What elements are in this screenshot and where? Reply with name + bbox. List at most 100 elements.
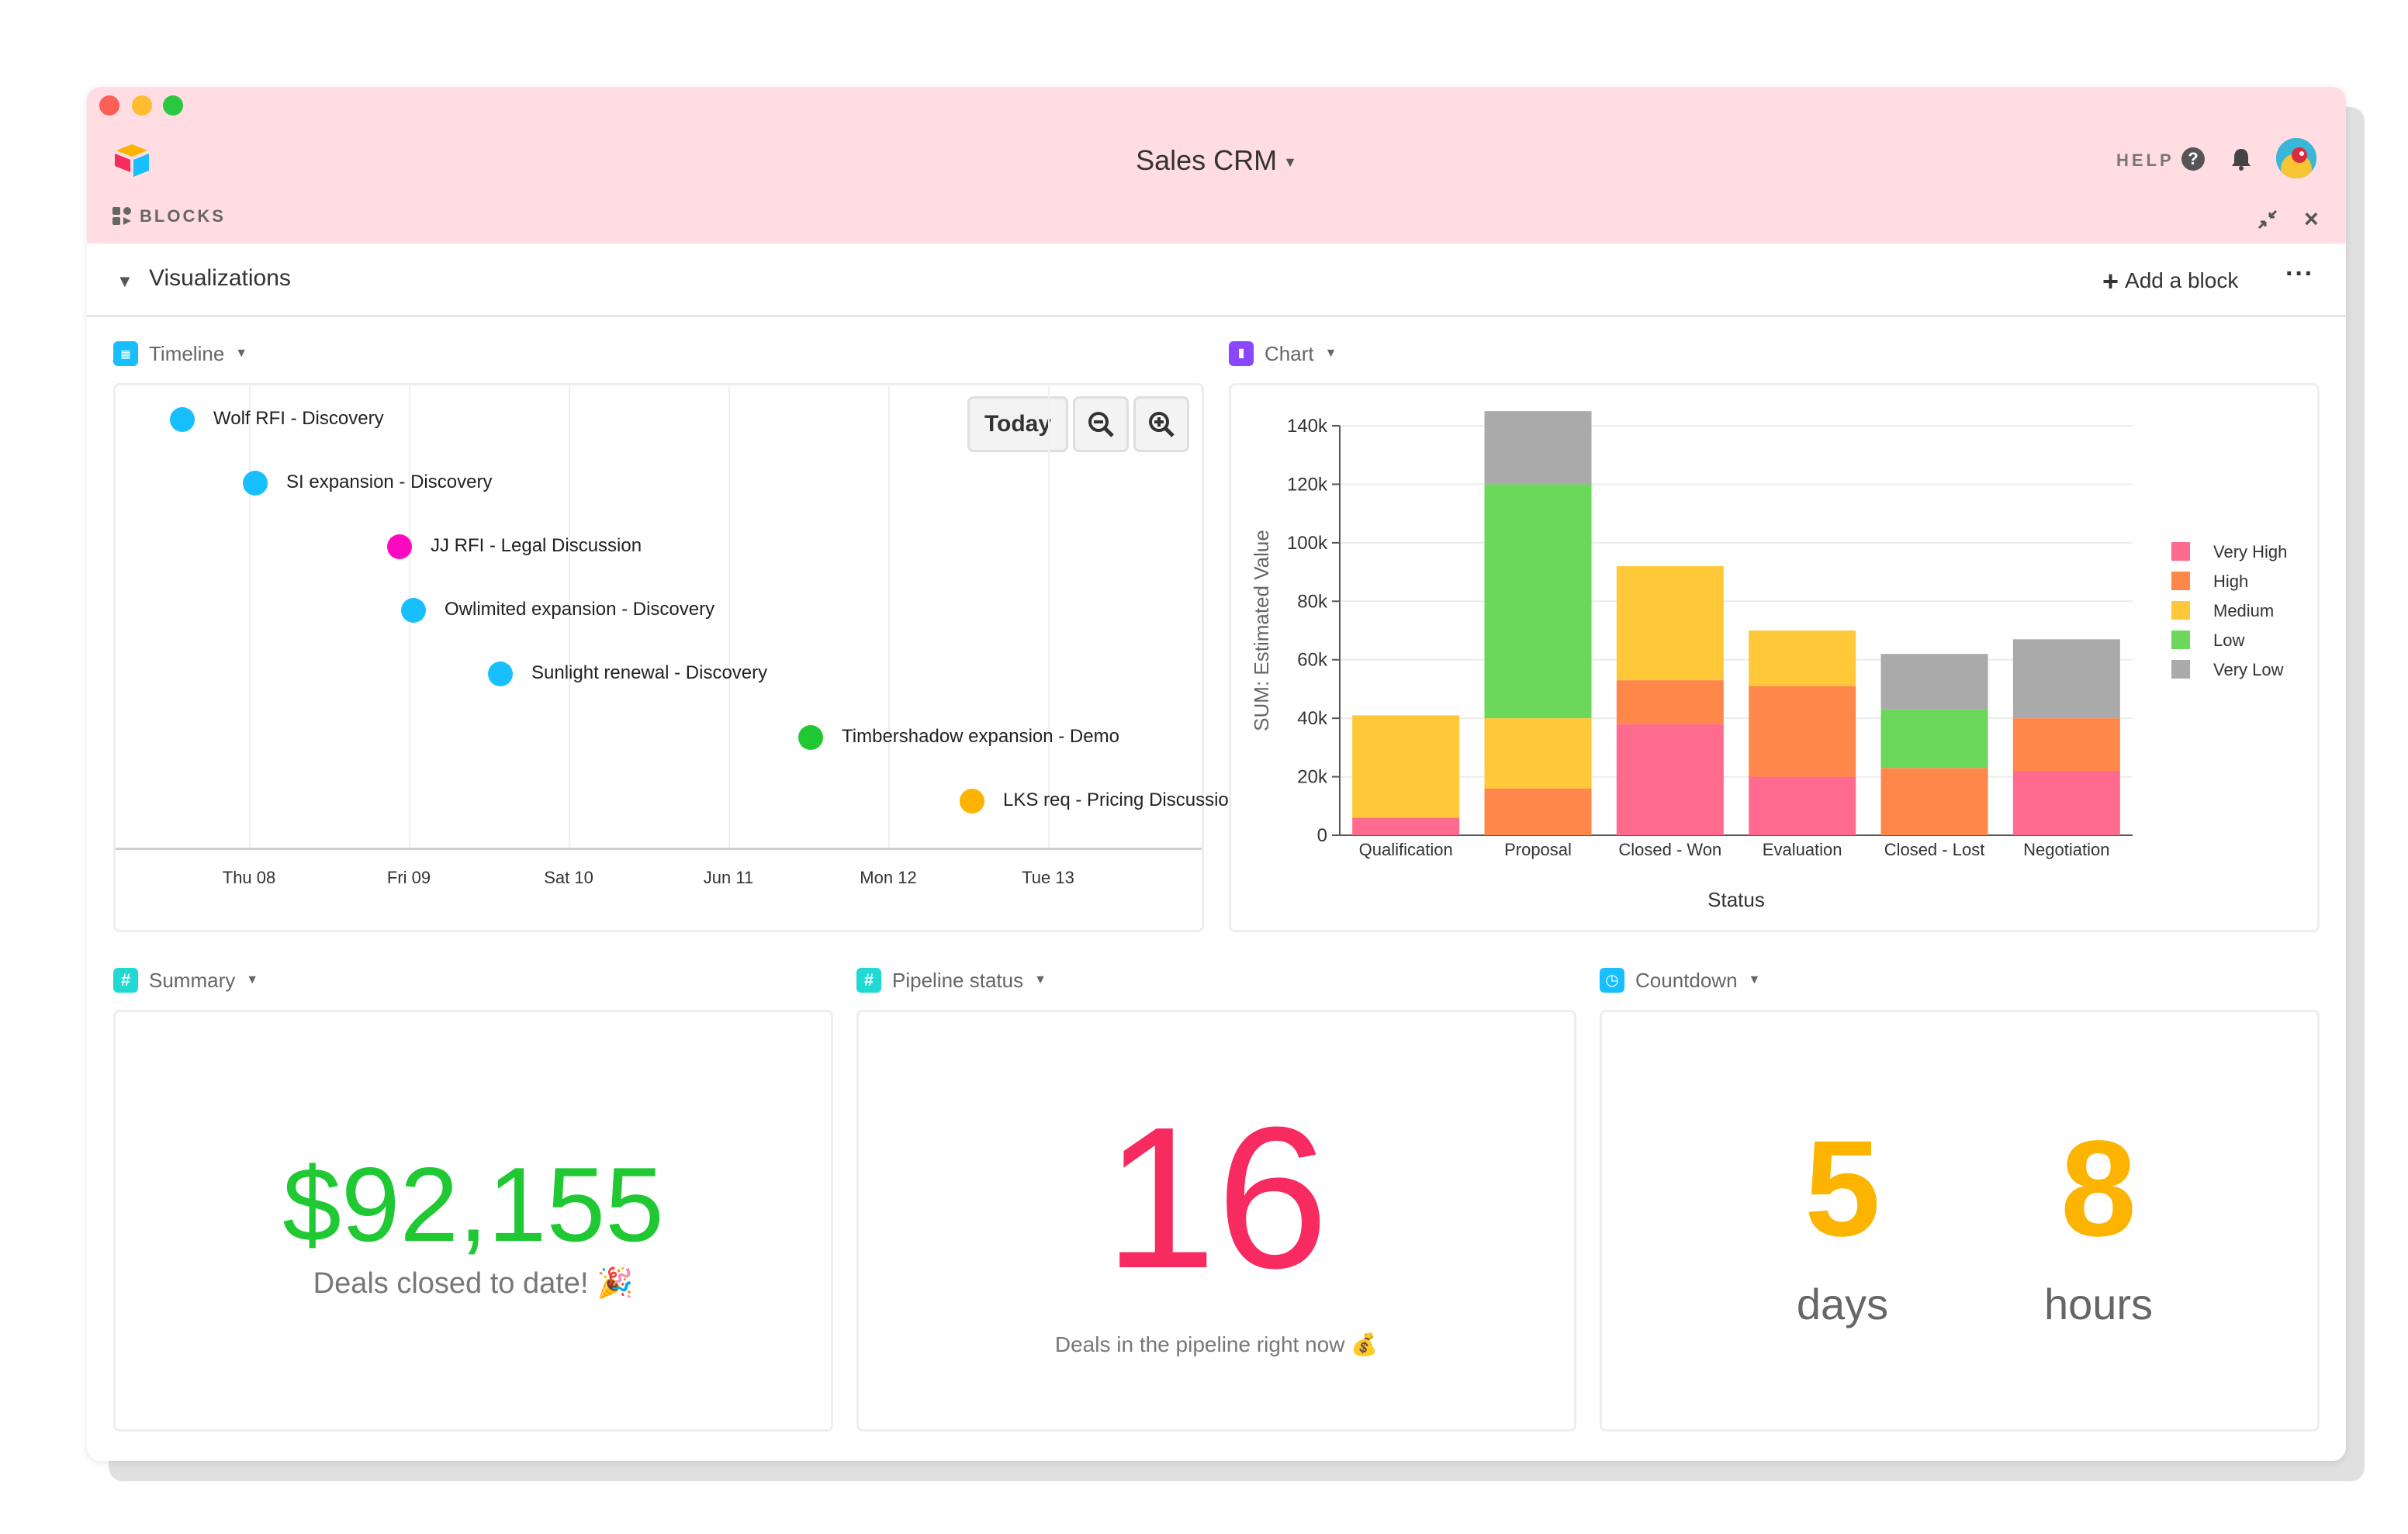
chevron-down-icon[interactable]: ▼ <box>1034 973 1047 986</box>
timeline-tick-label: Thu 08 <box>222 868 276 887</box>
timeline-event-label[interactable]: Wolf RFI - Discovery <box>213 408 384 429</box>
dashboard-title[interactable]: Visualizations <box>149 265 291 291</box>
timeline-panel: Today Thu 08 Fri 09 Sat 10 Jun 11 Mon 12 Tue … <box>113 383 1239 932</box>
pipeline-title[interactable]: Pipeline status <box>892 968 1024 992</box>
bell-icon[interactable] <box>2228 146 2254 172</box>
chart-title[interactable]: Chart <box>1265 341 1314 365</box>
chevron-down-icon[interactable]: ▼ <box>1748 973 1761 986</box>
collapse-icon[interactable] <box>2256 208 2279 231</box>
chevron-down-icon[interactable]: ▼ <box>246 973 259 986</box>
chart-y-tick-label: 140k <box>1287 416 1328 437</box>
chart-legend-label: Very High <box>2213 542 2287 561</box>
summary-caption: Deals closed to date! 🎉 <box>313 1267 634 1300</box>
chart-legend-label: High <box>2213 572 2248 591</box>
countdown-block-header[interactable]: ◷ Countdown ▼ <box>1600 968 1760 993</box>
chart-bar-segment <box>1880 654 1988 710</box>
more-options-icon[interactable]: ··· <box>2285 259 2314 288</box>
zoom-out-button[interactable] <box>1073 396 1129 452</box>
timeline-event-marker[interactable] <box>243 471 268 496</box>
collapse-caret-icon[interactable]: ▼ <box>116 271 133 291</box>
timeline-event-label[interactable]: JJ RFI - Legal Discussion <box>431 535 642 556</box>
timeline-event-label[interactable]: Timbershadow expansion - Demo <box>842 726 1119 747</box>
chart-legend-swatch <box>2171 660 2190 679</box>
clock-icon: ◷ <box>1600 968 1624 993</box>
timeline-event-marker[interactable] <box>798 725 823 750</box>
airtable-logo-icon[interactable] <box>113 143 150 177</box>
close-window-button[interactable] <box>99 95 119 116</box>
timeline-event-marker[interactable] <box>488 662 513 686</box>
pipeline-block-header[interactable]: # Pipeline status ▼ <box>856 968 1047 993</box>
timeline-event-marker[interactable] <box>170 407 195 432</box>
chart-block-header[interactable]: ▮ Chart ▼ <box>1229 341 1337 366</box>
today-button[interactable]: Today <box>967 396 1068 452</box>
title-bar: Sales CRM ▼ HELP ? BLOCKS <box>87 87 2346 244</box>
chart-y-tick-label: 80k <box>1297 591 1328 612</box>
help-icon[interactable]: ? <box>2181 147 2205 171</box>
timeline-title[interactable]: Timeline <box>149 341 225 365</box>
timeline-gridline <box>569 385 570 848</box>
summary-title[interactable]: Summary <box>149 968 236 992</box>
blocks-label: BLOCKS <box>112 206 226 226</box>
summary-block-header[interactable]: # Summary ▼ <box>113 968 258 993</box>
close-icon[interactable]: × <box>2304 205 2319 233</box>
bar-chart-icon: ▮ <box>1229 341 1254 366</box>
timeline-gridline <box>1048 385 1050 848</box>
timeline-icon: ▦ <box>113 341 138 366</box>
plus-icon: + <box>2102 265 2119 297</box>
chart-bar-segment <box>2012 718 2120 772</box>
countdown-title[interactable]: Countdown <box>1635 968 1738 992</box>
chart-y-tick-label: 100k <box>1287 533 1328 554</box>
blocks-label-text: BLOCKS <box>140 206 226 226</box>
chart-x-tick-label: Proposal <box>1504 840 1572 859</box>
timeline-event-label[interactable]: LKS req - Pricing Discussion <box>1003 789 1240 810</box>
timeline-event-label[interactable]: Owlimited expansion - Discovery <box>445 599 715 620</box>
chart-x-tick-label: Closed - Won <box>1618 840 1721 859</box>
timeline-event-label[interactable]: SI expansion - Discovery <box>286 472 493 492</box>
chart-y-tick-label: 120k <box>1287 474 1328 495</box>
chart-bar-segment <box>1484 718 1592 789</box>
user-avatar[interactable] <box>2276 138 2316 178</box>
summary-value: $92,155 <box>282 1145 664 1263</box>
chart-bar-segment <box>1616 680 1724 724</box>
chart-bar-segment <box>1352 715 1460 818</box>
chart-y-tick-label: 60k <box>1297 650 1328 671</box>
chart-x-tick-label: Qualification <box>1359 840 1453 859</box>
chart-bar-segment <box>1616 566 1724 681</box>
chart-bar-segment <box>1749 631 1856 686</box>
stacked-bar-chart: 0 20k 40k 60k 80k 100k 120k 140k Qualification Pr… <box>1250 411 2287 911</box>
chevron-down-icon[interactable]: ▼ <box>1324 347 1337 360</box>
help-label[interactable]: HELP <box>2116 150 2174 170</box>
chevron-down-icon[interactable]: ▼ <box>1283 154 1297 170</box>
timeline-event-label[interactable]: Sunlight renewal - Discovery <box>531 662 768 683</box>
pipeline-value: 16 <box>1104 1086 1329 1311</box>
zoom-in-button[interactable] <box>1133 396 1189 452</box>
base-title[interactable]: Sales CRM ▼ <box>87 144 2346 177</box>
minimize-window-button[interactable] <box>132 95 152 116</box>
chart-bar-segment <box>1880 709 1988 769</box>
chart-legend-label: Low <box>2213 631 2244 650</box>
timeline-event-marker[interactable] <box>387 534 412 559</box>
timeline-event-marker[interactable] <box>401 598 426 623</box>
chart-y-axis-title: SUM: Estimated Value <box>1250 530 1273 731</box>
countdown-hours-value: 8 <box>2060 1113 2136 1265</box>
add-block-button[interactable]: + Add a block <box>2102 265 2238 298</box>
timeline-block-header[interactable]: ▦ Timeline ▼ <box>113 341 247 366</box>
maximize-window-button[interactable] <box>163 95 183 116</box>
hash-icon: # <box>856 968 881 993</box>
timeline-event-marker[interactable] <box>960 789 984 814</box>
base-title-text[interactable]: Sales CRM <box>1136 144 1278 176</box>
chart-x-tick-label: Evaluation <box>1763 840 1842 859</box>
chart-panel: 0 20k 40k 60k 80k 100k 120k 140k Qualification Pr… <box>1229 383 2320 932</box>
chart-bar-segment <box>1484 484 1592 719</box>
chart-y-tick-label: 0 <box>1317 825 1327 846</box>
pipeline-panel: 16 Deals in the pipeline right now 💰 <box>856 1010 1576 1432</box>
timeline-tick-label: Jun 11 <box>703 868 754 887</box>
chevron-down-icon[interactable]: ▼ <box>235 347 248 360</box>
app-window: Sales CRM ▼ HELP ? BLOCKS <box>87 87 2346 1461</box>
chart-bar-segment <box>1484 411 1592 485</box>
chart-bar-segment <box>1352 817 1460 835</box>
timeline-gridline <box>888 385 890 848</box>
timeline-axis <box>116 848 1202 850</box>
chart-x-tick-label: Negotiation <box>2023 840 2109 859</box>
timeline-tick-label: Sat 10 <box>544 868 593 887</box>
